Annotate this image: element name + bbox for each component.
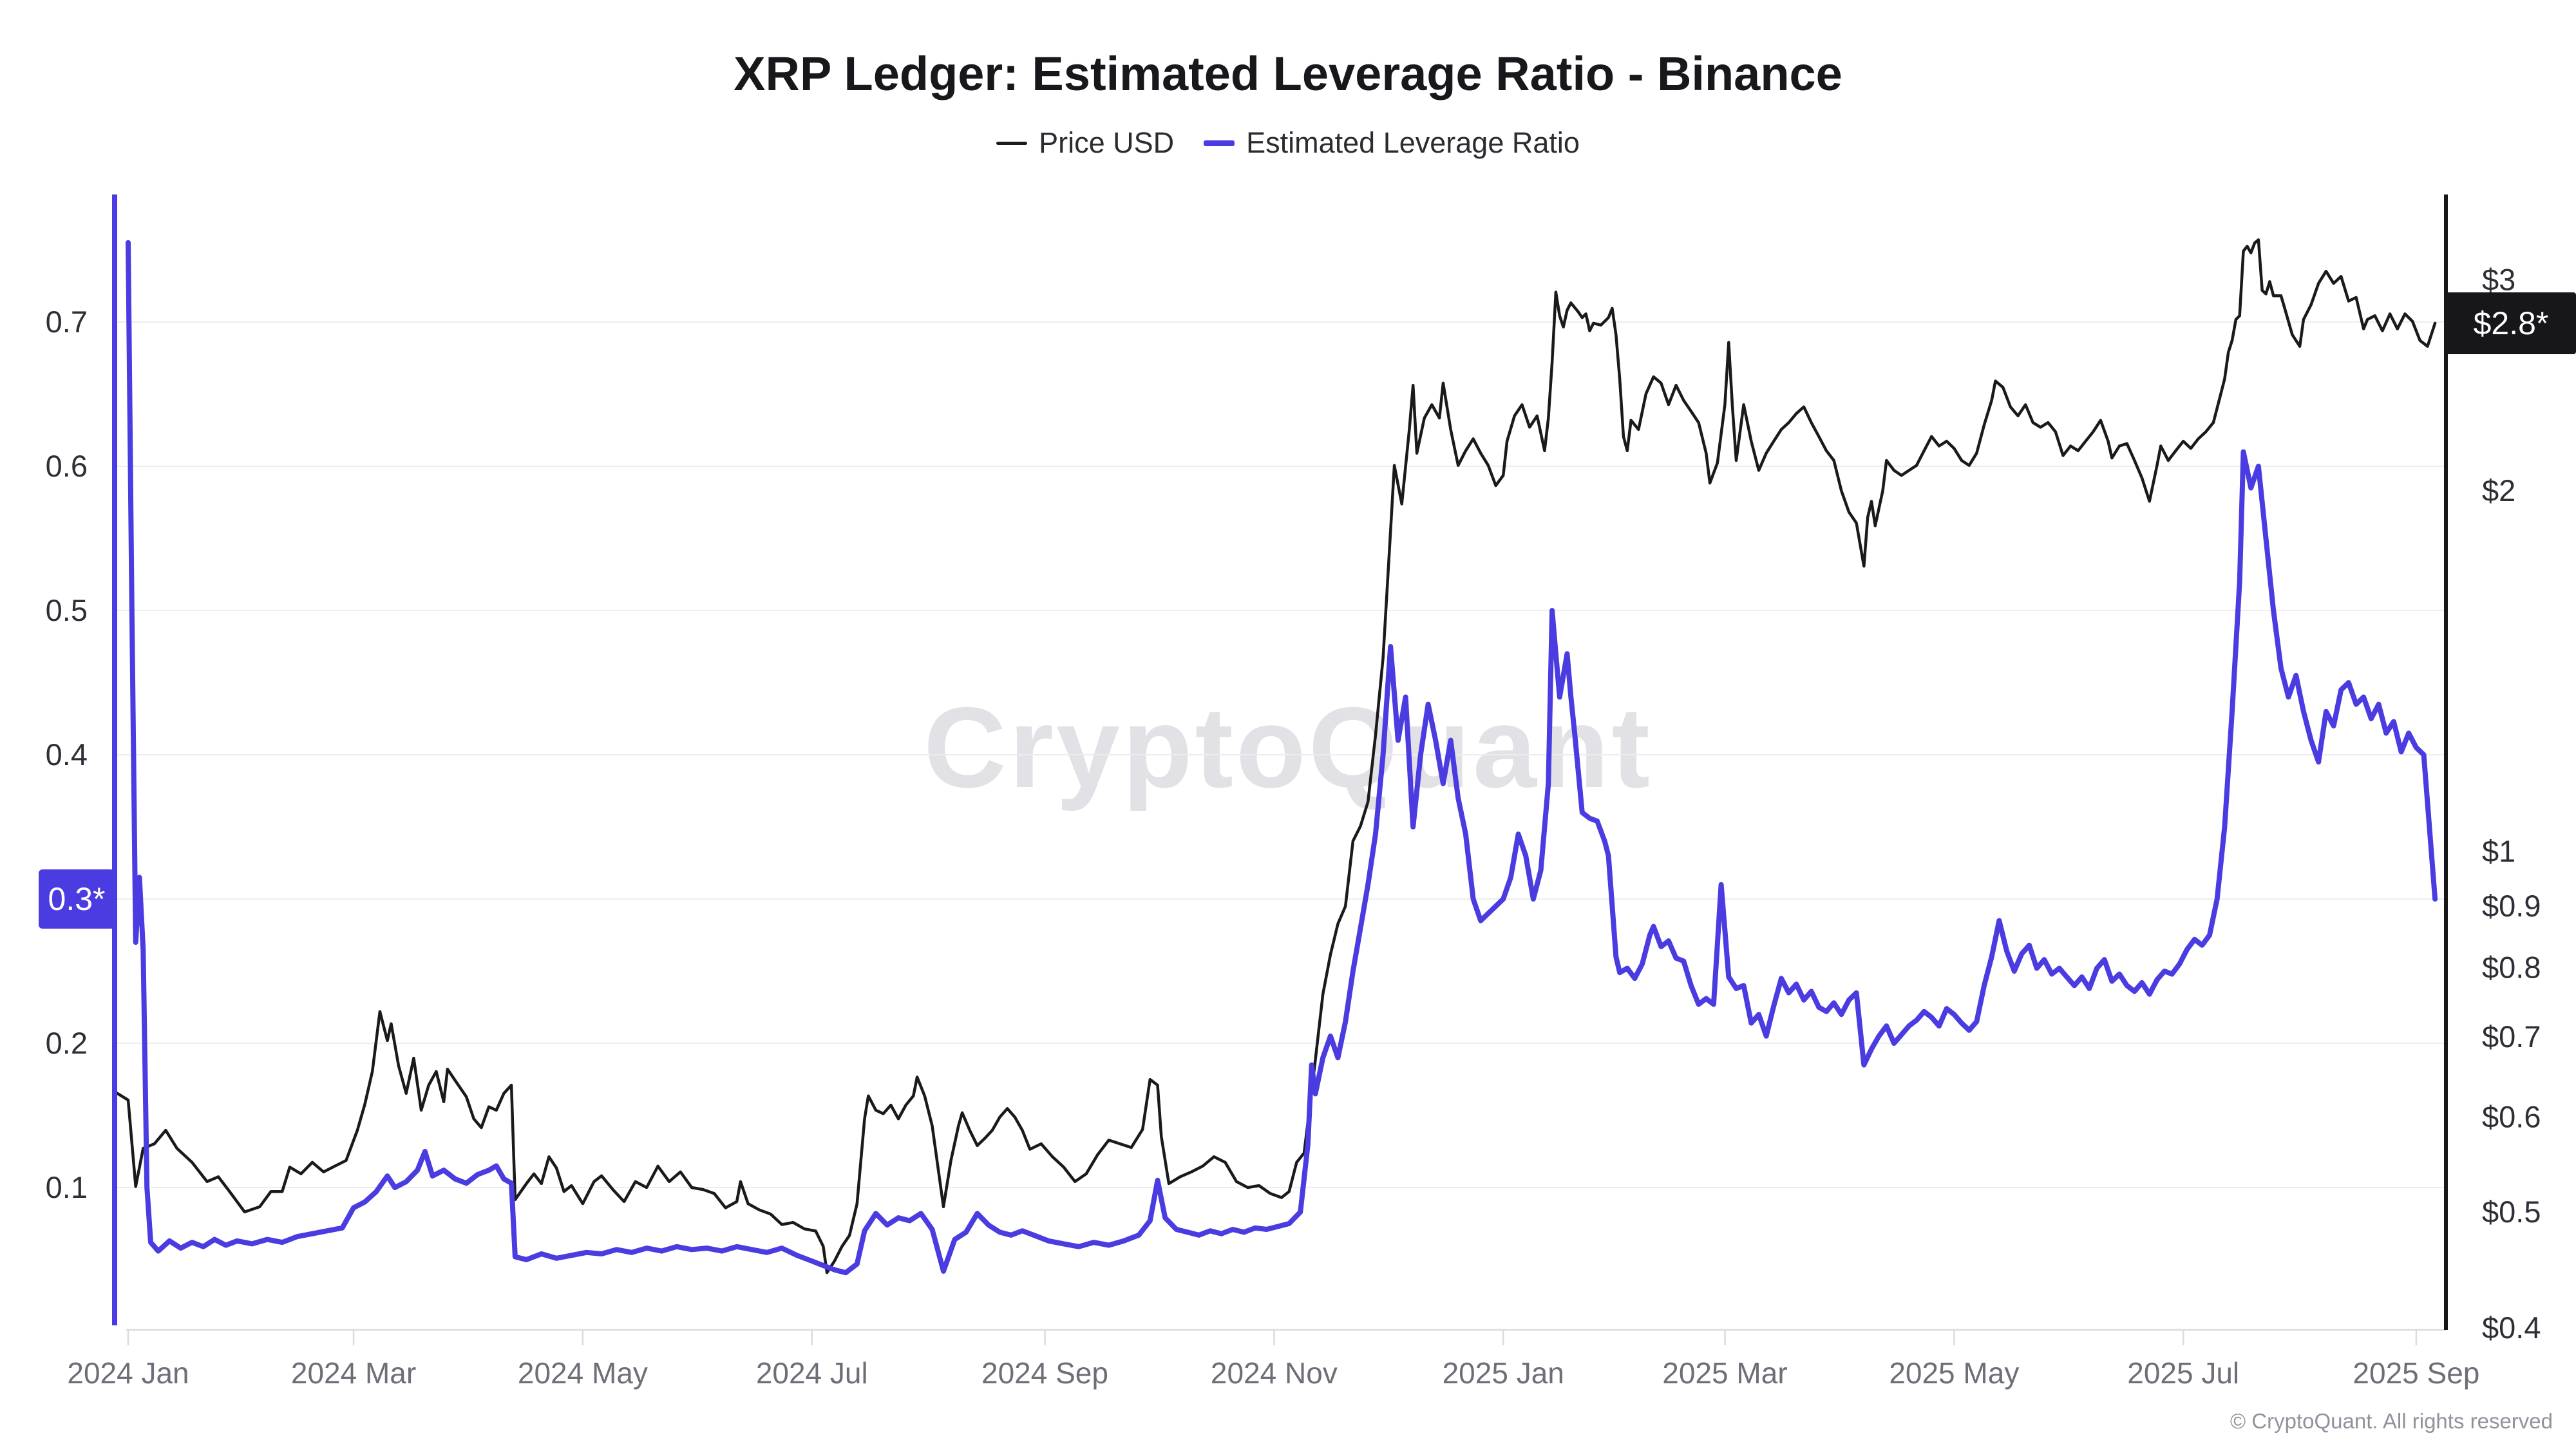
left-axis-tick-label: 0.7 — [46, 305, 88, 339]
right-axis-tick-label: $0.5 — [2482, 1195, 2541, 1229]
chart-title: XRP Ledger: Estimated Leverage Ratio - B… — [734, 47, 1842, 100]
price-line-swatch-icon — [996, 141, 1028, 145]
right-axis-tick-label: $2 — [2482, 473, 2515, 507]
x-axis-tick-label: 2024 Nov — [1211, 1356, 1338, 1390]
x-axis-tick-label: 2025 Sep — [2353, 1356, 2479, 1390]
x-axis-tick-label: 2024 Mar — [291, 1356, 416, 1390]
leverage-ratio-line — [126, 240, 2438, 1276]
right-axis-tick-label: $0.6 — [2482, 1100, 2541, 1134]
copyright-note: © CryptoQuant. All rights reserved — [2230, 1409, 2553, 1433]
right-axis-tick-label: $3 — [2482, 263, 2515, 297]
leverage-latest-value-badge: 0.3* — [39, 869, 115, 929]
x-axis-tick-label: 2024 Jan — [67, 1356, 189, 1390]
left-axis-tick-label: 0.6 — [46, 449, 88, 483]
legend-label-estimated-leverage-ratio: Estimated Leverage Ratio — [1246, 126, 1580, 159]
right-axis-tick-label: $1 — [2482, 834, 2515, 868]
x-axis-tick-label: 2025 Jan — [1443, 1356, 1564, 1390]
left-axis-tick-label: 0.2 — [46, 1026, 88, 1060]
right-axis-tick-label: $0.8 — [2482, 950, 2541, 984]
x-axis-tick-label: 2025 May — [1889, 1356, 2019, 1390]
right-axis-tick-label: $0.7 — [2482, 1019, 2541, 1054]
left-axis-spine — [112, 194, 117, 1325]
right-axis-tick-label: $0.9 — [2482, 889, 2541, 923]
x-axis-tick-label: 2024 Jul — [756, 1356, 868, 1390]
left-axis-tick-label: 0.4 — [46, 737, 88, 772]
x-axis-tick-label: 2025 Jul — [2127, 1356, 2239, 1390]
legend-label-price-usd: Price USD — [1039, 126, 1175, 159]
x-axis-tick-label: 2024 May — [518, 1356, 648, 1390]
price-usd-line — [113, 238, 2437, 1274]
legend-item-estimated-leverage-ratio[interactable]: Estimated Leverage Ratio — [1204, 126, 1580, 160]
right-axis-tick-label: $0.4 — [2482, 1311, 2541, 1345]
legend: Price USD Estimated Leverage Ratio — [0, 126, 2576, 160]
price-latest-value-badge: $2.8* — [2446, 292, 2576, 354]
left-axis-tick-label: 0.1 — [46, 1170, 88, 1204]
x-axis-tick-label: 2025 Mar — [1662, 1356, 1787, 1390]
leverage-line-swatch-icon — [1204, 140, 1235, 146]
right-axis-spine — [2444, 194, 2448, 1330]
legend-item-price-usd[interactable]: Price USD — [996, 126, 1174, 160]
x-axis-tick-label: 2024 Sep — [981, 1356, 1108, 1390]
left-axis-tick-label: 0.5 — [46, 593, 88, 627]
